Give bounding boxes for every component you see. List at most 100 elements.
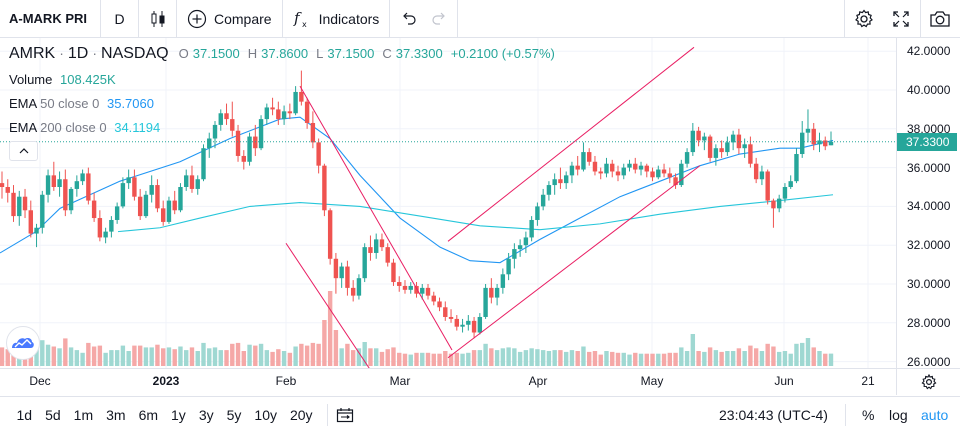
legend-volume[interactable]: Volume 108.425K: [9, 72, 116, 87]
volume-bar: [345, 343, 350, 366]
volume-bar: [523, 350, 529, 366]
fullscreen-button[interactable]: [882, 0, 920, 38]
volume-bar: [132, 345, 137, 366]
ema50-label: EMA: [9, 96, 37, 111]
candle: [379, 233, 385, 252]
candle: [517, 239, 523, 257]
axis-settings-button[interactable]: [896, 368, 960, 395]
volume-bar: [569, 350, 575, 366]
auto-scale-toggle[interactable]: auto: [921, 407, 949, 423]
volume-bar: [466, 352, 471, 366]
percent-scale-toggle[interactable]: %: [862, 407, 875, 423]
compare-button[interactable]: Compare: [177, 0, 283, 38]
volume-bar: [575, 351, 580, 366]
candle: [114, 202, 120, 224]
volume-bar: [57, 348, 62, 366]
volume-bar: [823, 353, 828, 366]
volume-bar: [667, 352, 673, 366]
price-axis-label: 42.0000: [907, 44, 951, 59]
redo-icon[interactable]: [431, 12, 447, 26]
volume-bar: [500, 348, 506, 366]
volume-bar: [103, 352, 108, 366]
candle: [776, 194, 782, 213]
volume-bar: [120, 345, 126, 366]
candle: [713, 144, 719, 166]
range-1d-button[interactable]: 1d: [16, 407, 33, 423]
candles-icon: [151, 10, 164, 27]
axis-settings-icon: [921, 374, 936, 390]
volume-bar: [460, 353, 465, 366]
volume-bar: [765, 343, 770, 366]
range-3y-button[interactable]: 3y: [198, 407, 214, 423]
price-axis[interactable]: 37.3300 42.0000 40.0000 38.0000 36.0000 34.0…: [896, 38, 960, 369]
ema200-line: [117, 194, 834, 233]
volume-bar: [40, 340, 45, 366]
volume-bar: [448, 353, 454, 366]
candle: [673, 173, 678, 189]
candle: [512, 243, 517, 269]
candle: [667, 167, 673, 184]
volume-bar: [673, 352, 678, 366]
candle: [690, 122, 696, 156]
candle: [57, 171, 62, 197]
volume-bar: [34, 349, 39, 366]
range-1m-button[interactable]: 1m: [73, 407, 94, 423]
price-chart[interactable]: [0, 38, 896, 368]
volume-bar: [800, 342, 805, 366]
chart-grid: [0, 38, 896, 368]
candle: [374, 233, 379, 259]
range-3m-button[interactable]: 3m: [106, 407, 126, 423]
candle: [109, 216, 114, 238]
volume-bar: [713, 350, 719, 366]
range-20y-button[interactable]: 20y: [289, 407, 313, 423]
candle: [454, 315, 459, 331]
legend-collapse-button[interactable]: [9, 141, 38, 161]
price-axis-label: 28.0000: [907, 315, 951, 330]
clock-timezone-button[interactable]: 23:04:43 (UTC-4): [719, 407, 828, 423]
log-scale-toggle[interactable]: log: [889, 407, 908, 423]
interval-button[interactable]: D: [101, 0, 139, 38]
range-5y-button[interactable]: 5y: [226, 407, 242, 423]
volume-bar: [362, 342, 367, 366]
time-axis-label: 2023: [152, 374, 180, 388]
volume-bar: [339, 348, 344, 366]
time-axis[interactable]: Dec 2023 Feb Mar Apr May Jun 21: [0, 368, 896, 395]
tradingview-logo[interactable]: [6, 326, 40, 360]
candle: [97, 210, 103, 242]
legend-ema50[interactable]: EMA 50 close 0 35.7060: [9, 96, 154, 111]
range-5d-button[interactable]: 5d: [45, 407, 61, 423]
volume-bar: [782, 351, 788, 366]
ema200-label: EMA: [9, 120, 37, 135]
candle: [166, 196, 172, 224]
volume-bar: [529, 348, 534, 366]
settings-button[interactable]: [844, 0, 882, 38]
undo-icon[interactable]: [401, 12, 417, 26]
ema200-params: 200 close 0: [40, 120, 107, 135]
legend-ema200[interactable]: EMA 200 close 0 34.1194: [9, 120, 160, 135]
candle: [569, 161, 575, 184]
candle: [40, 190, 45, 234]
time-axis-label: May: [640, 374, 664, 388]
date-range-button[interactable]: [336, 407, 354, 423]
open-label: O: [178, 46, 189, 61]
volume-bar: [753, 348, 759, 366]
volume-bar: [287, 352, 293, 366]
candle: [362, 243, 367, 283]
volume-bar: [45, 344, 51, 366]
range-6m-button[interactable]: 6m: [138, 407, 159, 423]
top-toolbar: A-MARK PRI D Compare f x Indicators: [0, 0, 960, 38]
range-1y-button[interactable]: 1y: [171, 407, 186, 423]
indicators-button[interactable]: f x Indicators: [283, 0, 391, 38]
ema50-params: 50 close 0: [40, 96, 100, 111]
candle: [610, 159, 615, 178]
volume-bar: [207, 348, 212, 366]
range-10y-button[interactable]: 10y: [254, 407, 277, 423]
symbol-search-button[interactable]: A-MARK PRI: [0, 0, 101, 38]
screenshot-button[interactable]: [920, 0, 958, 38]
close-label: C: [382, 46, 392, 61]
candle: [598, 167, 603, 180]
volume-bar: [155, 344, 160, 366]
chart-type-button[interactable]: [139, 0, 177, 38]
svg-text:f: f: [293, 9, 302, 27]
gear-icon: [854, 9, 873, 28]
